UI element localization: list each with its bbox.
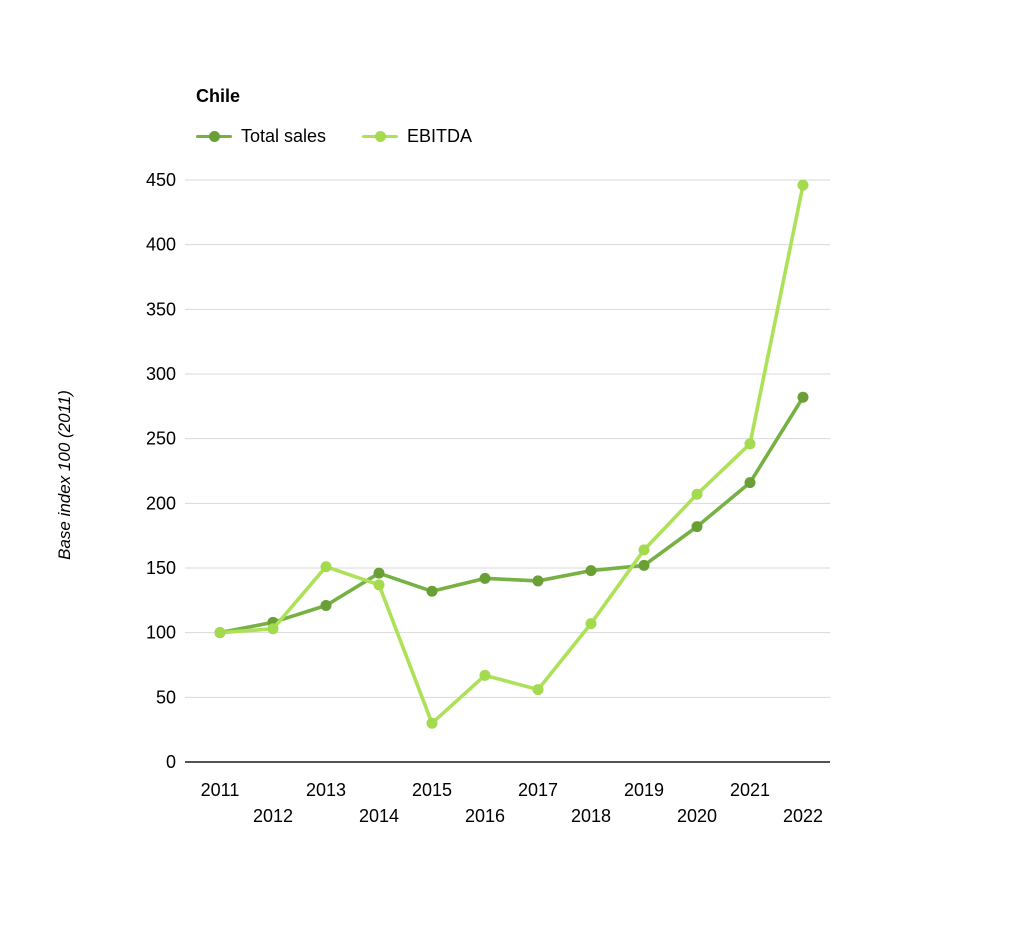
data-point-ebitda-2017 [532, 684, 544, 696]
data-point-total-sales-2013 [320, 600, 332, 612]
data-point-total-sales-2015 [426, 585, 438, 597]
data-point-ebitda-2011 [214, 627, 226, 639]
x-tick-label-2015: 2015 [412, 780, 452, 800]
data-point-total-sales-2019 [638, 559, 650, 571]
legend-label-ebitda: EBITDA [407, 126, 473, 146]
legend-marker-total-sales-icon [196, 130, 232, 142]
y-tick-label-250: 250 [146, 429, 176, 449]
legend-label-total-sales: Total sales [241, 126, 327, 146]
data-point-total-sales-2016 [479, 572, 491, 584]
x-tick-label-2021: 2021 [730, 780, 770, 800]
y-tick-label-450: 450 [146, 170, 176, 190]
y-tick-label-350: 350 [146, 299, 176, 319]
data-point-ebitda-2020 [691, 488, 703, 500]
y-tick-label-50: 50 [156, 687, 176, 707]
x-tick-label-2018: 2018 [571, 806, 611, 826]
y-tick-label-150: 150 [146, 558, 176, 578]
series-line-total-sales [218, 395, 805, 635]
x-tick-label-2022: 2022 [783, 806, 823, 826]
data-point-ebitda-2021 [744, 438, 756, 450]
data-point-ebitda-2018 [585, 618, 597, 630]
data-point-total-sales-2021 [744, 477, 756, 489]
y-tick-label-300: 300 [146, 364, 176, 384]
data-point-total-sales-2017 [532, 575, 544, 587]
chart-title: Chile [196, 86, 241, 106]
series-line-ebitda [218, 183, 805, 726]
data-point-ebitda-2015 [426, 717, 438, 729]
x-tick-label-2013: 2013 [306, 780, 346, 800]
data-point-total-sales-2018 [585, 565, 597, 577]
legend-item-ebitda: EBITDA [362, 125, 472, 147]
data-point-total-sales-2020 [691, 521, 703, 533]
data-point-ebitda-2016 [479, 669, 491, 681]
y-tick-label-200: 200 [146, 493, 176, 513]
data-point-ebitda-2014 [373, 579, 385, 591]
data-point-ebitda-2013 [320, 561, 332, 573]
y-tick-label-100: 100 [146, 623, 176, 643]
legend: Total sales EBITDA [196, 125, 472, 147]
data-point-ebitda-2019 [638, 544, 650, 556]
legend-marker-ebitda-icon [362, 130, 399, 142]
data-point-ebitda-2022 [797, 179, 809, 191]
x-tick-label-2014: 2014 [359, 806, 399, 826]
x-tick-label-2020: 2020 [677, 806, 717, 826]
x-tick-label-2012: 2012 [253, 806, 293, 826]
data-point-total-sales-2014 [373, 567, 385, 579]
y-tick-label-400: 400 [146, 235, 176, 255]
data-point-ebitda-2012 [267, 623, 279, 635]
x-tick-label-2011: 2011 [201, 780, 240, 800]
x-tick-label-2017: 2017 [518, 780, 558, 800]
data-point-total-sales-2022 [797, 391, 809, 403]
x-tick-label-2019: 2019 [624, 780, 664, 800]
y-tick-label-0: 0 [166, 752, 176, 772]
legend-item-total-sales: Total sales [196, 125, 326, 147]
x-tick-label-2016: 2016 [465, 806, 505, 826]
